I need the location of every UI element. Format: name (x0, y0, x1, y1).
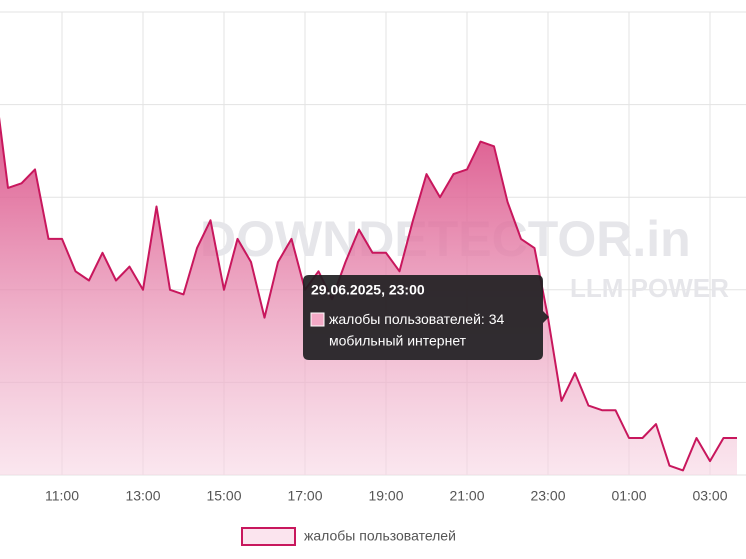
legend-label: жалобы пользователей (304, 528, 456, 544)
tooltip-row: жалобы пользователей: 34 (329, 311, 504, 327)
x-tick-label: 01:00 (611, 488, 646, 504)
tooltip-series: жалобы пользователей (329, 311, 481, 327)
legend-swatch (241, 527, 296, 546)
tooltip-box (303, 275, 549, 360)
x-tick-label: 03:00 (692, 488, 727, 504)
x-tick-label: 13:00 (125, 488, 160, 504)
x-tick-label: 21:00 (449, 488, 484, 504)
x-tick-label: 19:00 (368, 488, 403, 504)
tooltip-value: 34 (489, 311, 505, 327)
line (0, 116, 737, 472)
x-tick-label: 23:00 (530, 488, 565, 504)
tooltip-title: 29.06.2025, 23:00 (311, 282, 425, 298)
x-tick-label: 11:00 (45, 488, 79, 504)
tooltip-swatch (310, 312, 325, 327)
tooltip: 29.06.2025, 23:00 жалобы пользователей: 3… (303, 275, 549, 360)
x-tick-label: 17:00 (287, 488, 322, 504)
tooltip-subtitle: мобильный интернет (329, 333, 467, 349)
tooltip-sep: : (481, 311, 489, 327)
x-tick-label: 15:00 (206, 488, 241, 504)
watermark: LLM POWER (570, 273, 729, 303)
